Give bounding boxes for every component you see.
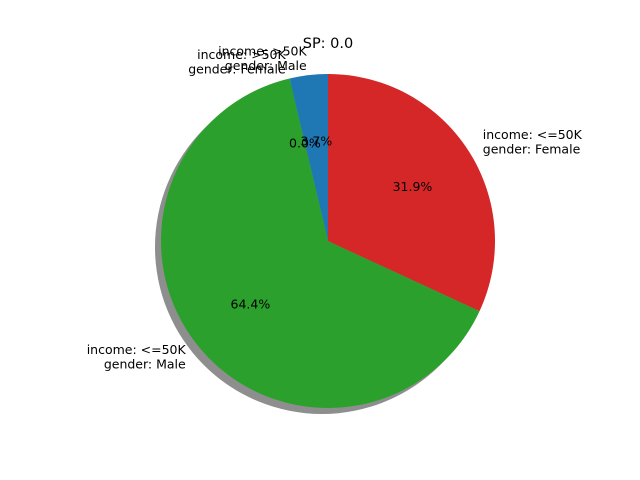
chart-title: SP: 0.0 xyxy=(303,36,354,52)
pie-slice xyxy=(328,74,495,312)
slice-label-line: gender: Male xyxy=(104,356,186,371)
slice-label-line: income: >50K xyxy=(197,47,286,62)
slice-label-line: gender: Male xyxy=(225,58,307,73)
slice-label-line: income: <=50K xyxy=(87,342,187,357)
slice-pct-label: 3.7% xyxy=(300,133,332,148)
slice-label-line: income: <=50K xyxy=(483,127,583,142)
pie-slice xyxy=(289,74,328,241)
slice-label-line: gender: Female xyxy=(188,61,286,76)
slice-pct-label: 0.0% xyxy=(289,135,321,150)
pie-slice xyxy=(161,78,480,408)
slice-pct-label: 64.4% xyxy=(231,296,271,311)
slice-label: income: <=50K gender: Female xyxy=(483,127,583,157)
slice-pct-label: 31.9% xyxy=(393,179,433,194)
slice-label: income: >50K gender: Female xyxy=(188,47,286,77)
slice-label: income: >50K gender: Male xyxy=(218,43,307,73)
slice-label-line: gender: Female xyxy=(483,141,581,156)
pie-slices xyxy=(161,74,495,408)
slice-label: income: <=50K gender: Male xyxy=(87,342,187,372)
slice-label-line: income: >50K xyxy=(218,43,307,58)
